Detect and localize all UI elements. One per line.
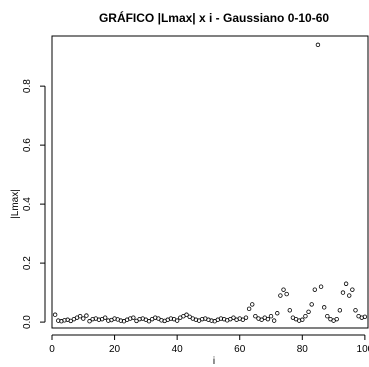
- data-point: [284, 291, 289, 297]
- data-point: [271, 318, 277, 323]
- data-point: [325, 314, 330, 319]
- y-tick-label: 0.2: [22, 256, 33, 270]
- data-point: [184, 312, 189, 317]
- data-point: [52, 312, 58, 317]
- data-point: [340, 290, 346, 295]
- data-point: [243, 315, 249, 320]
- data-point: [268, 314, 274, 319]
- y-tick-label: 0.4: [22, 197, 33, 211]
- x-tick-label: 20: [109, 344, 121, 355]
- data-point: [312, 287, 318, 292]
- data-point: [300, 317, 305, 322]
- data-point: [250, 302, 255, 307]
- x-tick-label: 80: [297, 344, 309, 355]
- data-point: [68, 318, 73, 324]
- x-axis: 0 20 40 60 80 100: [49, 334, 369, 355]
- data-point: [309, 302, 314, 307]
- data-point: [303, 314, 308, 319]
- data-point: [87, 319, 92, 324]
- data-point: [187, 314, 192, 319]
- x-tick-label: 60: [234, 344, 246, 355]
- data-point: [353, 308, 358, 313]
- data-point: [131, 315, 136, 320]
- data-point: [102, 315, 108, 320]
- y-axis-label: |Lmax|: [10, 189, 21, 219]
- data-point: [343, 281, 349, 286]
- data-point: [275, 311, 280, 316]
- y-tick-label: 0.6: [22, 138, 33, 152]
- x-tick-label: 100: [357, 344, 369, 355]
- data-point: [246, 306, 252, 312]
- data-point: [306, 309, 311, 314]
- data-point: [231, 315, 236, 320]
- data-point: [134, 318, 139, 324]
- y-tick-label: 0.8: [22, 79, 33, 93]
- data-point: [265, 316, 271, 322]
- data-point: [174, 318, 180, 323]
- data-point: [362, 314, 368, 319]
- data-point: [287, 308, 292, 313]
- data-point: [156, 316, 161, 321]
- data-point: [84, 313, 89, 318]
- data-points: [52, 42, 368, 324]
- data-point: [334, 316, 339, 322]
- x-tick-label: 40: [172, 344, 184, 355]
- plot-frame: [51, 35, 369, 329]
- data-point: [146, 319, 152, 324]
- data-point: [318, 284, 324, 289]
- chart-title: GRÁFICO |Lmax| x i - Gaussiano 0-10-60: [99, 10, 329, 25]
- data-point: [350, 287, 355, 292]
- y-tick-label: 0.0: [22, 315, 33, 329]
- data-point: [259, 317, 264, 322]
- data-point: [281, 287, 286, 292]
- data-point: [347, 293, 352, 298]
- data-point: [240, 317, 246, 322]
- data-point: [278, 293, 283, 298]
- x-tick-label: 0: [49, 344, 55, 355]
- data-point: [77, 314, 83, 319]
- x-axis-label: i: [213, 356, 215, 367]
- data-point: [81, 316, 86, 321]
- y-axis: 0.0 0.2 0.4 0.6 0.8: [22, 79, 46, 329]
- data-point: [322, 305, 327, 310]
- data-point: [315, 42, 321, 48]
- data-point: [253, 314, 258, 319]
- data-point: [337, 308, 343, 313]
